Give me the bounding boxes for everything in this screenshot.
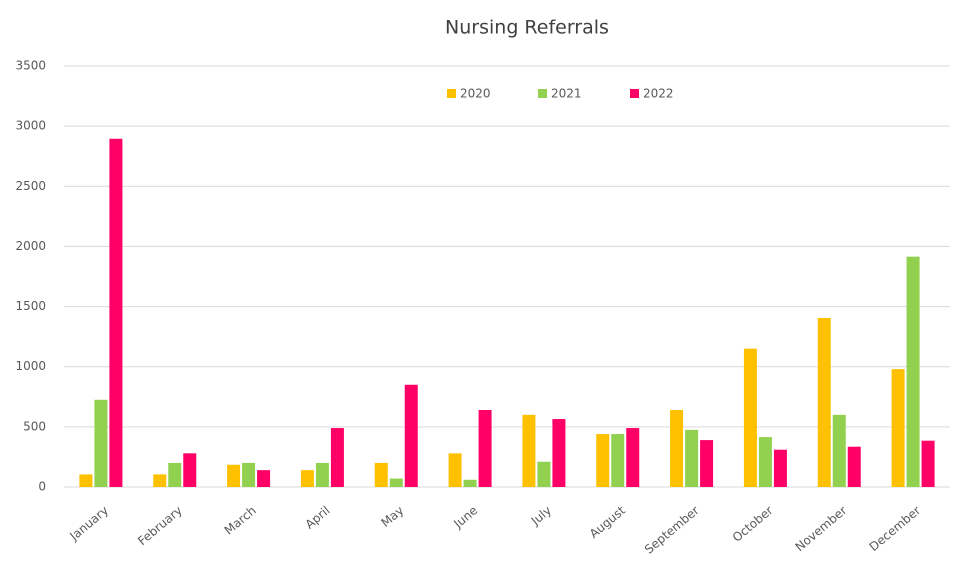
bar	[921, 440, 935, 487]
x-tick-label: October	[730, 503, 776, 545]
y-tick-label: 3000	[15, 119, 46, 133]
bar	[153, 474, 167, 487]
bar	[257, 470, 271, 487]
y-tick-label: 2500	[15, 179, 46, 193]
bar	[832, 414, 846, 487]
x-tick-label: July	[528, 503, 554, 528]
y-tick-label: 0	[38, 480, 46, 494]
bar	[773, 449, 787, 487]
x-tick-label: January	[66, 503, 111, 544]
bar	[700, 440, 714, 487]
bar	[626, 428, 640, 487]
bar	[109, 138, 123, 487]
x-tick-label: April	[303, 503, 333, 531]
bar	[685, 429, 699, 487]
bar	[463, 479, 477, 487]
x-tick-label: February	[135, 503, 185, 548]
bar	[404, 384, 418, 487]
bar	[817, 317, 831, 487]
y-tick-label: 2000	[15, 239, 46, 253]
bar	[537, 461, 551, 487]
bar	[758, 437, 772, 487]
legend-swatch	[447, 89, 456, 98]
bar	[300, 470, 314, 487]
legend-label: 2021	[551, 87, 582, 101]
bar	[374, 462, 388, 487]
bar	[478, 410, 492, 487]
bar	[389, 478, 403, 487]
bar	[670, 410, 684, 487]
bar	[448, 453, 462, 487]
chart-title: Nursing Referrals	[445, 17, 609, 39]
y-tick-label: 1500	[15, 299, 46, 313]
bar	[906, 256, 920, 487]
legend-label: 2020	[460, 87, 491, 101]
x-tick-label: March	[222, 503, 259, 537]
y-tick-label: 1000	[15, 359, 46, 373]
legend-swatch	[538, 89, 547, 98]
x-tick-label: September	[642, 503, 702, 556]
bar	[847, 446, 861, 487]
x-tick-label: May	[378, 503, 406, 530]
bar	[242, 462, 256, 487]
x-tick-label: December	[867, 503, 924, 554]
bar	[315, 462, 329, 487]
bar	[596, 434, 610, 487]
bar	[611, 434, 625, 487]
bar	[183, 453, 197, 487]
y-tick-label: 3500	[15, 59, 46, 73]
bar	[522, 414, 536, 487]
bar	[552, 419, 566, 487]
bar	[168, 462, 182, 487]
x-tick-label: June	[450, 503, 480, 531]
bar	[330, 428, 344, 487]
x-tick-label: August	[587, 503, 628, 541]
bar	[743, 348, 757, 487]
bar	[94, 399, 108, 487]
bar	[227, 464, 241, 487]
legend-swatch	[630, 89, 639, 98]
bar	[79, 474, 93, 487]
x-tick-label: November	[793, 503, 850, 554]
bar	[891, 369, 905, 487]
legend-label: 2022	[643, 87, 674, 101]
y-tick-label: 500	[23, 419, 46, 433]
